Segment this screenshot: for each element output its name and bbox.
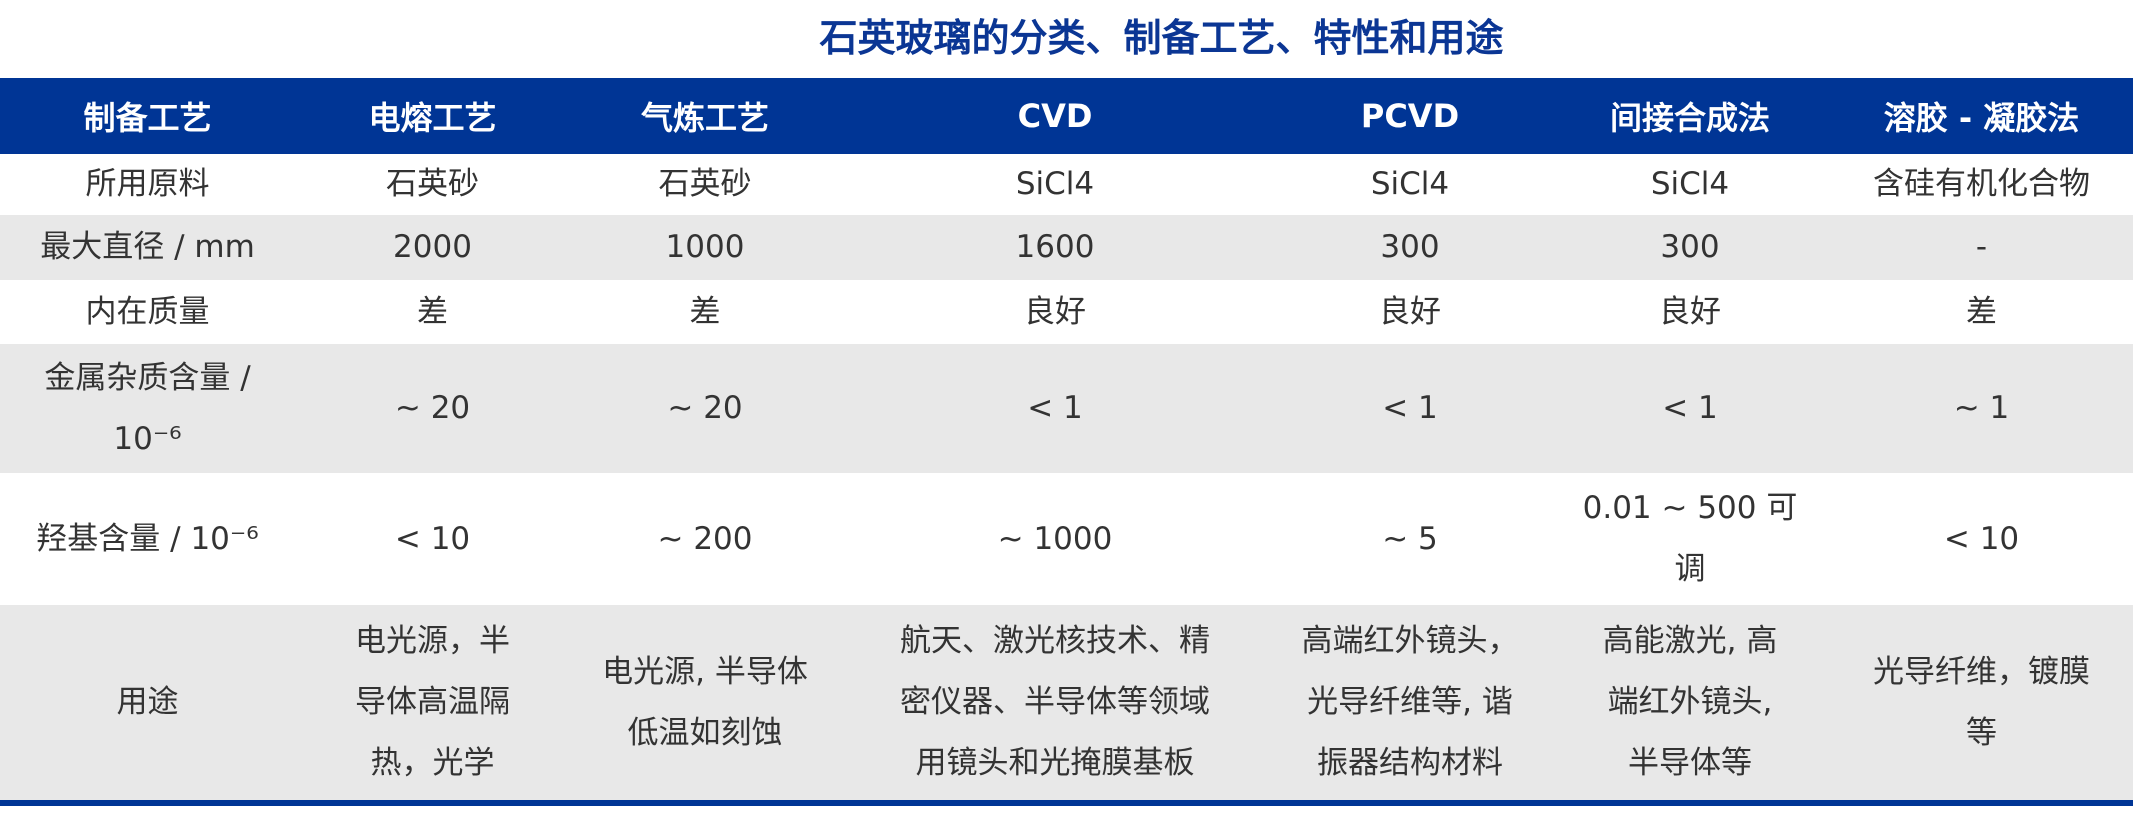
header-cell: PCVD bbox=[1270, 78, 1550, 154]
row-label: 所用原料 bbox=[85, 166, 210, 202]
table-row: 金属杂质含量 / 10⁻⁶ ~ 20 ~ 20 < 1 < 1 < 1 ~ 1 bbox=[0, 344, 2133, 473]
header-cell: 气炼工艺 bbox=[570, 78, 840, 154]
table-cell: 光导纤维，镀膜 等 bbox=[1830, 605, 2133, 800]
table-cell: ~ 20 bbox=[295, 344, 570, 473]
table-cell: < 10 bbox=[394, 520, 471, 557]
table-row: 羟基含量 / 10⁻⁶ < 10 ~ 200 ~ 1000 ~ 5 0.01 ~ 500 … bbox=[0, 473, 2133, 605]
table-cell: 差 bbox=[1966, 293, 1997, 330]
row-label: 最大直径 / mm bbox=[0, 215, 295, 280]
header-cell: 间接合成法 bbox=[1550, 78, 1830, 154]
table-cell: 300 bbox=[1550, 215, 1830, 280]
table-cell: 2000 bbox=[295, 215, 570, 280]
table-cell: 石英砂 bbox=[658, 166, 752, 202]
table-cell: 0.01 ~ 500 可 调 bbox=[1582, 490, 1798, 587]
row-label: 羟基含量 / 10⁻⁶ bbox=[36, 520, 259, 557]
row-label: 金属杂质含量 / 10⁻⁶ bbox=[0, 344, 295, 473]
quartz-glass-table: 制备工艺 电熔工艺 气炼工艺 CVD PCVD 间接合成法 溶胶 - 凝胶法 所… bbox=[0, 78, 2133, 800]
table-cell: - bbox=[1830, 215, 2133, 280]
header-cell: 电熔工艺 bbox=[295, 78, 570, 154]
table-cell: 高端红外镜头， 光导纤维等, 谐 振器结构材料 bbox=[1270, 605, 1550, 800]
table-row: 最大直径 / mm 2000 1000 1600 300 300- bbox=[0, 215, 2133, 280]
table-cell: 石英砂 bbox=[386, 166, 479, 202]
table-cell: 1000 bbox=[570, 215, 840, 280]
row-label: 内在质量 bbox=[85, 293, 210, 330]
row-label: 用途 bbox=[0, 605, 295, 800]
header-cell: 溶胶 - 凝胶法 bbox=[1830, 78, 2133, 154]
table-cell: SiCl4 bbox=[1370, 166, 1450, 202]
table-cell: 含硅有机化合物 bbox=[1873, 166, 2090, 202]
header-row: 制备工艺 电熔工艺 气炼工艺 CVD PCVD 间接合成法 溶胶 - 凝胶法 bbox=[0, 78, 2133, 154]
bottom-divider bbox=[0, 800, 2133, 806]
table-cell: 航天、激光核技术、精 密仪器、半导体等领域 用镜头和光掩膜基板 bbox=[840, 605, 1270, 800]
table-cell: 良好 bbox=[1024, 293, 1086, 330]
table-cell: ~ 20 bbox=[570, 344, 840, 473]
page-title: 石英玻璃的分类、制备工艺、特性和用途 bbox=[819, 16, 1504, 60]
table-cell: < 1 bbox=[1270, 344, 1550, 473]
table-cell: 电光源，半 导体高温隔 热，光学 bbox=[295, 605, 570, 800]
table-cell: < 1 bbox=[840, 344, 1270, 473]
table-cell: 高能激光, 高 端红外镜头, 半导体等 bbox=[1550, 605, 1830, 800]
table-cell: ~ 200 bbox=[657, 520, 753, 557]
table-cell: < 1 bbox=[1550, 344, 1830, 473]
header-cell: CVD bbox=[840, 78, 1270, 154]
table-cell: ~ 1 bbox=[1830, 344, 2133, 473]
table-row: 内在质量 差 差 良好 良好 良好 差 bbox=[0, 280, 2133, 344]
table-cell: 良好 bbox=[1379, 293, 1441, 330]
table-cell: 300 bbox=[1270, 215, 1550, 280]
table-cell: ~ 1000 bbox=[997, 520, 1113, 557]
table-cell: 电光源, 半导体 低温如刻蚀 bbox=[570, 605, 840, 800]
table-cell: ~ 5 bbox=[1382, 520, 1438, 557]
table-cell: 良好 bbox=[1659, 293, 1721, 330]
table-cell: 差 bbox=[689, 293, 721, 330]
table-cell: 1600 bbox=[840, 215, 1270, 280]
table-row: 用途 电光源，半 导体高温隔 热，光学 电光源, 半导体 低温如刻蚀 航天、激光核技术… bbox=[0, 605, 2133, 800]
header-cell: 制备工艺 bbox=[0, 78, 295, 154]
table-cell: SiCl4 bbox=[1650, 166, 1730, 202]
table-cell: 差 bbox=[417, 293, 448, 330]
table-cell: SiCl4 bbox=[1015, 166, 1095, 202]
table-row: 所用原料 石英砂 石英砂 SiCl4 SiCl4 SiCl4 含硅有机化合物 bbox=[0, 154, 2133, 215]
table-cell: < 10 bbox=[1943, 520, 2020, 557]
